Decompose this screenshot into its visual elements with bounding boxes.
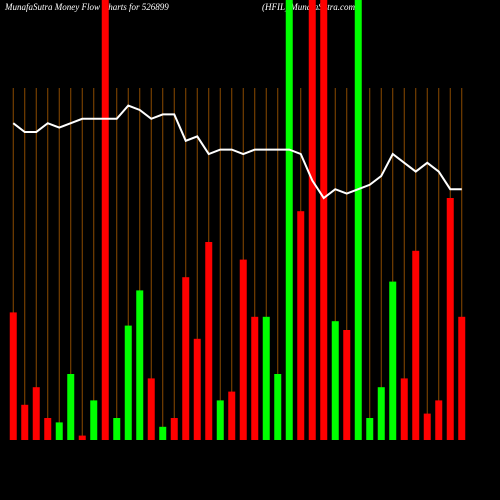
bar: [136, 290, 144, 440]
bar: [124, 325, 132, 440]
bar: [354, 0, 362, 440]
bar: [366, 418, 374, 440]
chart-subtitle: (HFIL) MunafaSutra.com: [262, 2, 355, 12]
bar: [216, 400, 224, 440]
bar: [251, 316, 259, 440]
bar: [435, 400, 443, 440]
bar: [44, 418, 52, 440]
bar: [377, 387, 385, 440]
price-line: [12, 104, 462, 200]
bar: [9, 312, 17, 440]
bar: [297, 211, 305, 440]
bar: [412, 250, 420, 440]
bar: [159, 426, 167, 440]
bar: [400, 378, 408, 440]
bar: [446, 198, 454, 440]
bar: [331, 321, 339, 440]
bar: [78, 435, 86, 440]
bar: [205, 242, 213, 440]
bar: [228, 391, 236, 440]
bar: [147, 378, 155, 440]
bar: [262, 316, 270, 440]
bar: [458, 316, 466, 440]
chart-title: MunafaSutra Money Flow Charts for 526899: [4, 2, 169, 12]
bar: [182, 277, 190, 440]
bar: [343, 330, 351, 440]
bar: [67, 374, 75, 440]
bar: [389, 281, 397, 440]
bar: [32, 387, 40, 440]
bar: [21, 404, 29, 440]
bar: [55, 422, 63, 440]
bar: [274, 374, 282, 440]
bar: [90, 400, 98, 440]
bar: [113, 418, 121, 440]
bar: [193, 338, 201, 440]
bar: [170, 418, 178, 440]
bar: [423, 413, 431, 440]
bar: [308, 0, 316, 440]
bar: [285, 0, 293, 440]
bar: [101, 0, 109, 440]
bar: [320, 0, 328, 440]
bar: [239, 259, 247, 440]
